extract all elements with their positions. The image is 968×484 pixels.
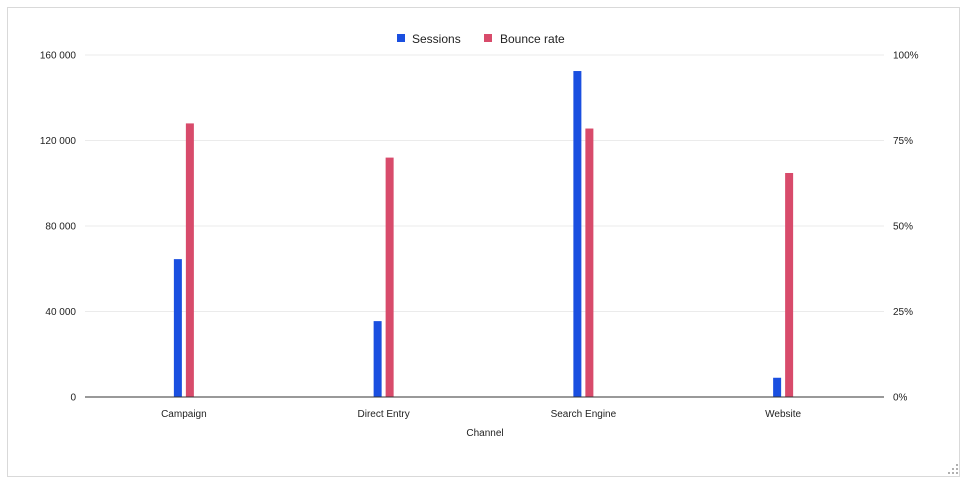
x-axis-title: Channel [466, 428, 503, 439]
bars [173, 71, 794, 398]
legend[interactable]: Sessions Bounce rate [397, 32, 565, 46]
legend-swatch [397, 34, 405, 42]
right-tick-label: 25% [893, 307, 913, 318]
sessions-bar[interactable] [773, 377, 782, 397]
legend-label: Sessions [412, 32, 461, 46]
bounce-rate-bar[interactable] [185, 123, 194, 398]
right-tick-label: 0% [893, 393, 908, 404]
gridlines [85, 54, 884, 312]
left-tick-label: 80 000 [45, 222, 76, 233]
right-tick-label: 75% [893, 136, 913, 147]
left-tick-label: 160 000 [40, 51, 77, 62]
left-tick-label: 120 000 [40, 136, 77, 147]
legend-label: Bounce rate [500, 32, 565, 46]
sessions-bar[interactable] [173, 259, 182, 397]
category-label: Website [765, 409, 801, 420]
sessions-bar[interactable] [373, 321, 382, 397]
resize-grip-icon[interactable] [948, 464, 958, 474]
left-tick-label: 0 [70, 393, 76, 404]
category-label: Campaign [161, 409, 207, 420]
bounce-rate-bar[interactable] [785, 172, 794, 397]
right-tick-label: 50% [893, 222, 913, 233]
left-tick-label: 40 000 [45, 307, 76, 318]
category-label: Search Engine [551, 409, 617, 420]
sessions-bar[interactable] [573, 71, 582, 397]
chart-container [7, 7, 960, 477]
left-axis-ticks: 0 40 000 80 000 120 000 160 000 [40, 51, 77, 404]
bounce-rate-bar[interactable] [385, 157, 394, 397]
category-label: Direct Entry [358, 409, 410, 420]
right-axis-ticks: 0% 25% 50% 75% 100% [893, 51, 919, 404]
category-labels: Campaign Direct Entry Search Engine Website [161, 409, 801, 420]
right-tick-label: 100% [893, 51, 919, 62]
legend-swatch [484, 34, 492, 42]
bounce-rate-bar[interactable] [585, 128, 594, 397]
